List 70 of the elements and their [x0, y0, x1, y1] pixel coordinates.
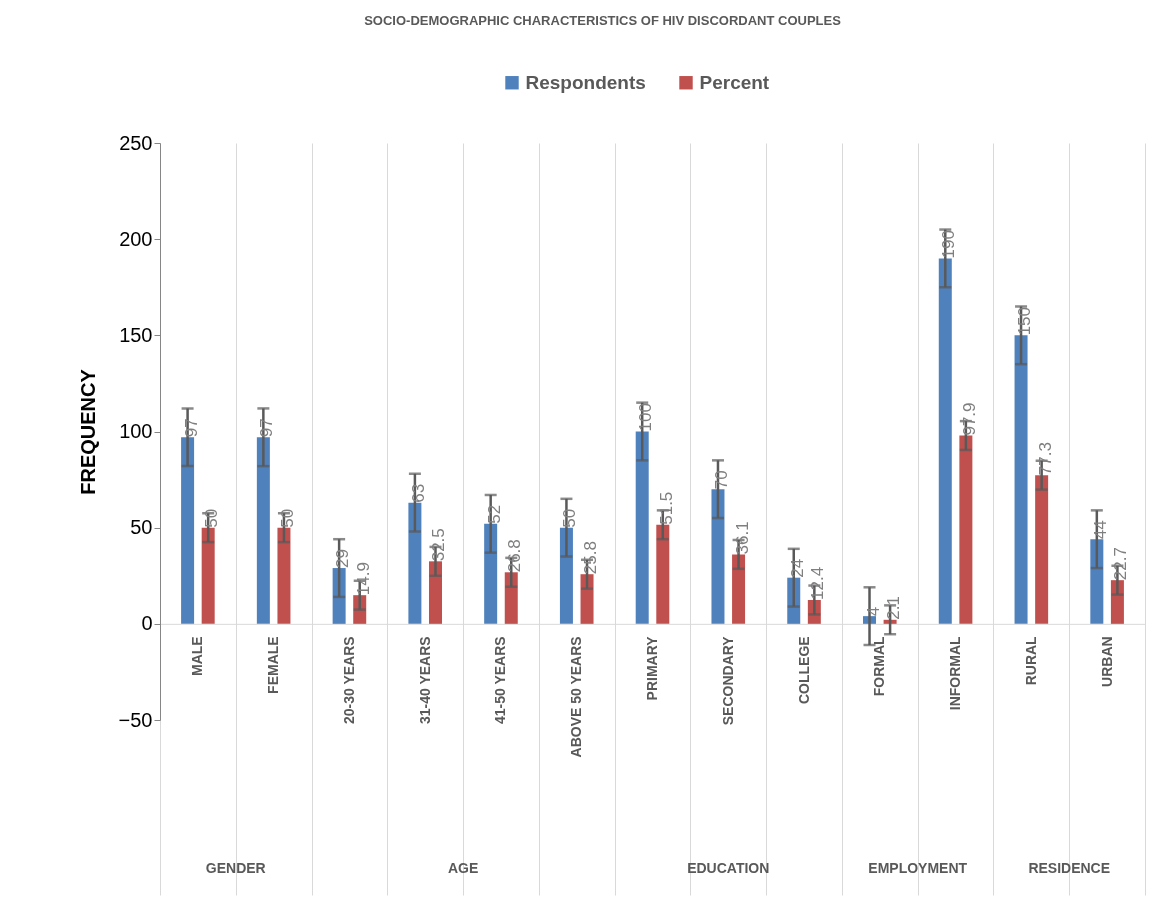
data-label: 77.3	[1035, 442, 1055, 476]
x-tick-label: RURAL	[1022, 635, 1039, 686]
data-label: 32.5	[429, 528, 449, 562]
x-tick-label: 41-50 YEARS	[492, 636, 509, 725]
bar	[1090, 539, 1104, 624]
x-tick-label: INFORMAL	[947, 635, 964, 711]
bar	[732, 554, 746, 624]
text: EDUCATION	[687, 860, 770, 876]
data-label: 70	[711, 470, 731, 490]
data-label: 52	[484, 504, 504, 524]
data-label: 63	[408, 483, 428, 503]
y-tick-label: 250	[119, 131, 153, 154]
chart-title: SOCIO-DEMOGRAPHIC CHARACTERISTICS OF HIV DISCORDANT COUPLES	[364, 13, 842, 28]
data-label: 150	[1015, 306, 1035, 336]
x-tick-label: 20-30 YEARS	[340, 636, 357, 725]
x-tick-label: PRIMARY	[644, 635, 660, 701]
data-label: 12.4	[808, 566, 828, 600]
bar	[256, 437, 270, 624]
data-label: 97	[257, 418, 277, 438]
data-label: 2.1	[884, 596, 904, 620]
text: AGE	[447, 860, 479, 876]
y-axis-title: FREQUENCY	[76, 368, 99, 495]
data-label: 24	[787, 558, 807, 578]
bar	[277, 527, 291, 624]
text: GENDER	[205, 860, 266, 876]
data-label: 25.8	[581, 541, 601, 575]
y-tick-label: 0	[141, 612, 153, 635]
data-label: 97.9	[959, 402, 979, 436]
bar	[428, 561, 442, 624]
data-label: 100	[636, 403, 656, 432]
bar	[1014, 335, 1028, 624]
legend-label: Respondents	[525, 71, 646, 93]
data-label: 36.1	[732, 521, 752, 555]
bar	[181, 437, 195, 624]
bar	[635, 431, 649, 624]
bar	[201, 527, 215, 624]
bar	[1035, 475, 1049, 624]
data-label: 97	[181, 418, 201, 438]
y-tick-label: 50	[130, 516, 153, 539]
bar	[656, 524, 670, 624]
bar	[938, 258, 952, 624]
y-tick-label: 100	[119, 420, 153, 442]
data-label: 50	[277, 508, 297, 528]
data-label: 14.9	[353, 562, 373, 596]
bar	[408, 502, 422, 624]
data-label: 50	[560, 508, 580, 528]
legend-label: Percent	[699, 71, 770, 93]
data-label: 50	[202, 508, 222, 528]
x-tick-label: FEMALE	[265, 636, 282, 694]
data-label: 22.7	[1111, 547, 1131, 581]
bar	[484, 523, 498, 624]
bar	[332, 568, 346, 624]
y-tick-label: 150	[119, 323, 153, 346]
bar	[711, 489, 725, 624]
data-label: 44	[1090, 520, 1110, 540]
bar	[959, 435, 973, 624]
y-tick-label: −50	[118, 708, 153, 731]
x-tick-label: SECONDARY	[719, 635, 736, 726]
x-tick-label: URBAN	[1098, 636, 1115, 687]
x-tick-label: FORMAL	[871, 635, 888, 697]
x-tick-label: 31-40 YEARS	[416, 636, 433, 725]
data-label: 26.8	[505, 539, 525, 573]
x-tick-label: COLLEGE	[795, 636, 812, 705]
text: RESIDENCE	[1028, 860, 1111, 876]
data-label: 29	[333, 549, 353, 569]
y-tick-label: 200	[119, 227, 153, 250]
data-label: 51.5	[656, 491, 676, 525]
x-tick-label: MALE	[189, 636, 206, 677]
text: EMPLOYMENT	[868, 860, 968, 876]
x-tick-label: ABOVE 50 YEARS	[568, 636, 585, 758]
